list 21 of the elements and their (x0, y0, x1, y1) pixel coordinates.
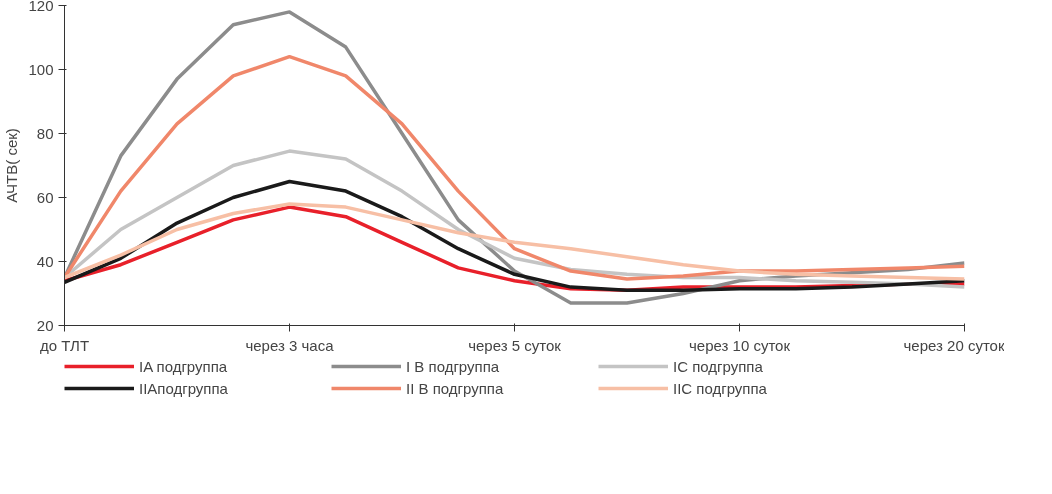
x-tick-label: через 10 суток (688, 336, 791, 354)
legend-label: IC подгруппа (673, 357, 764, 375)
legend-label: II B подгруппа (406, 379, 505, 397)
x-tick-label: через 5 суток (468, 336, 562, 354)
x-tick-label: через 20 суток (903, 336, 1005, 354)
line-series (64, 54, 965, 281)
y-tick-label: 40 (36, 252, 54, 270)
y-tick-label: 100 (28, 60, 54, 78)
y-tick-label: 120 (28, 0, 54, 14)
y-tick-label: 80 (36, 124, 54, 142)
legend-label: IIC подгруппа (673, 379, 768, 397)
x-tick-label: через 3 часа (245, 336, 335, 354)
legend-label: IIAподгруппа (139, 379, 229, 397)
line-series (64, 179, 965, 293)
legend-label: IA подгруппа (139, 357, 229, 375)
y-axis-title: АЧТВ( сек) (3, 128, 21, 203)
line-series (64, 202, 965, 281)
x-tick-label: до ТЛТ (39, 336, 90, 354)
legend-label: I B подгруппа (406, 357, 501, 375)
y-tick-label: 60 (36, 188, 54, 206)
y-tick-label: 20 (36, 316, 54, 334)
